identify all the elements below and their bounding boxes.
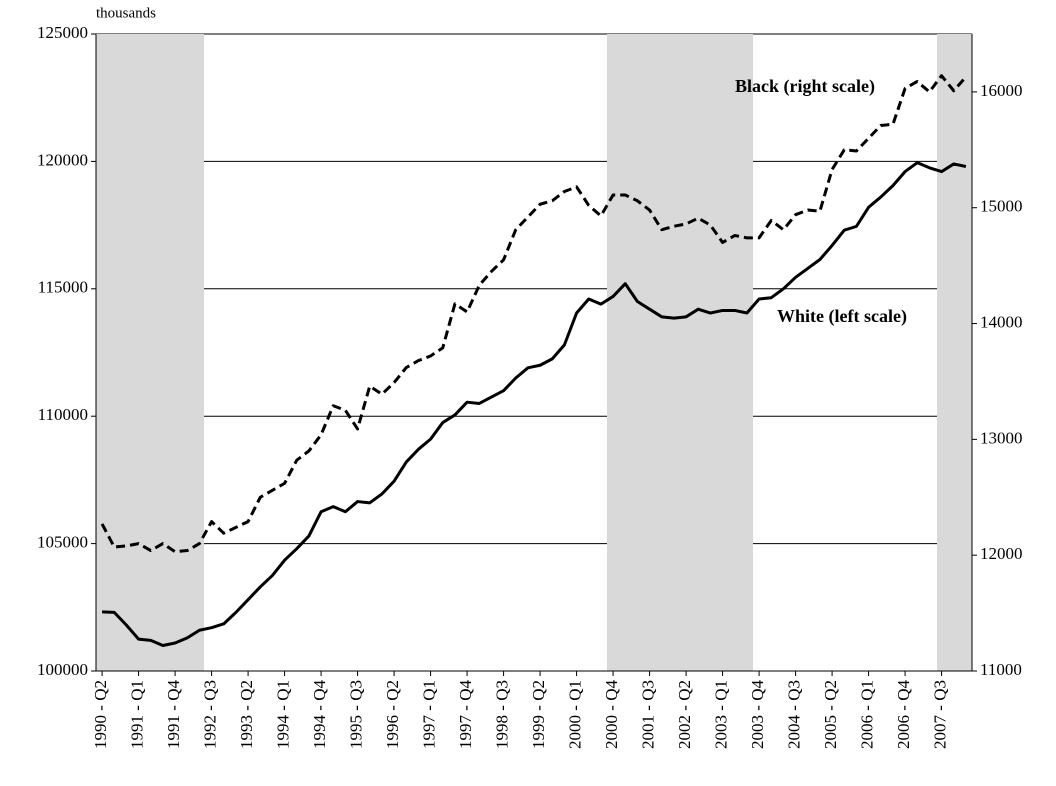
x-tick-label: 1998 - Q3 [492,680,511,749]
x-tick-label: 1995 - Q3 [346,680,365,749]
y2-tick-label: 16000 [980,81,1023,100]
series-label: White (left scale) [777,306,907,327]
y-tick-label: 125000 [37,23,88,42]
y-tick-label: 105000 [37,533,88,552]
x-tick-label: 2003 - Q1 [711,680,730,749]
x-tick-label: 2004 - Q3 [784,680,803,749]
x-tick-label: 2003 - Q4 [748,680,767,749]
x-tick-label: 1991 - Q1 [127,680,146,749]
x-tick-label: 1990 - Q2 [91,680,110,749]
foreground: 100000 105000 110000 115000 120000 125000 1100… [37,23,1023,749]
x-tick-label: 2002 - Q2 [675,680,694,749]
y-tick-label: 115000 [38,278,88,297]
shaded-band [96,34,204,671]
y-tick-label: 120000 [37,150,88,169]
x-tick-label: 1993 - Q2 [237,680,256,749]
x-tick-label: 2000 - Q1 [565,680,584,749]
x-tick-label: 1994 - Q4 [310,680,329,749]
y-tick-label: 110000 [38,405,88,424]
x-tick-label: 1999 - Q2 [529,680,548,749]
x-tick-label: 2006 - Q1 [857,680,876,749]
x-tick-label: 2005 - Q2 [821,680,840,749]
series-line [102,161,967,648]
y2-tick-label: 13000 [980,428,1023,447]
y2-tick-label: 15000 [980,197,1023,216]
series-line [100,74,968,554]
x-tick-label: 1997 - Q1 [419,680,438,749]
y-tick-label: 100000 [37,660,88,679]
x-tick-label: 1994 - Q1 [273,680,292,749]
unit-note: thousands [96,5,156,21]
shaded-band [937,34,972,671]
y2-tick-label: 12000 [980,544,1023,563]
series-label: Black (right scale) [735,76,875,97]
y2-tick-label: 14000 [980,312,1023,331]
x-tick-label: 2006 - Q4 [894,680,913,749]
recession-shading [96,34,972,671]
x-tick-label: 2007 - Q3 [930,680,949,749]
x-tick-label: 2000 - Q4 [602,680,621,749]
shaded-band [607,34,753,671]
x-tick-label: 1996 - Q2 [383,680,402,749]
x-tick-label: 1991 - Q4 [164,680,183,749]
x-tick-label: 1997 - Q4 [456,680,475,749]
y2-tick-label: 11000 [980,660,1022,679]
x-tick-label: 2001 - Q3 [638,680,657,749]
x-tick-label: 1992 - Q3 [200,680,219,749]
grid [96,33,972,672]
